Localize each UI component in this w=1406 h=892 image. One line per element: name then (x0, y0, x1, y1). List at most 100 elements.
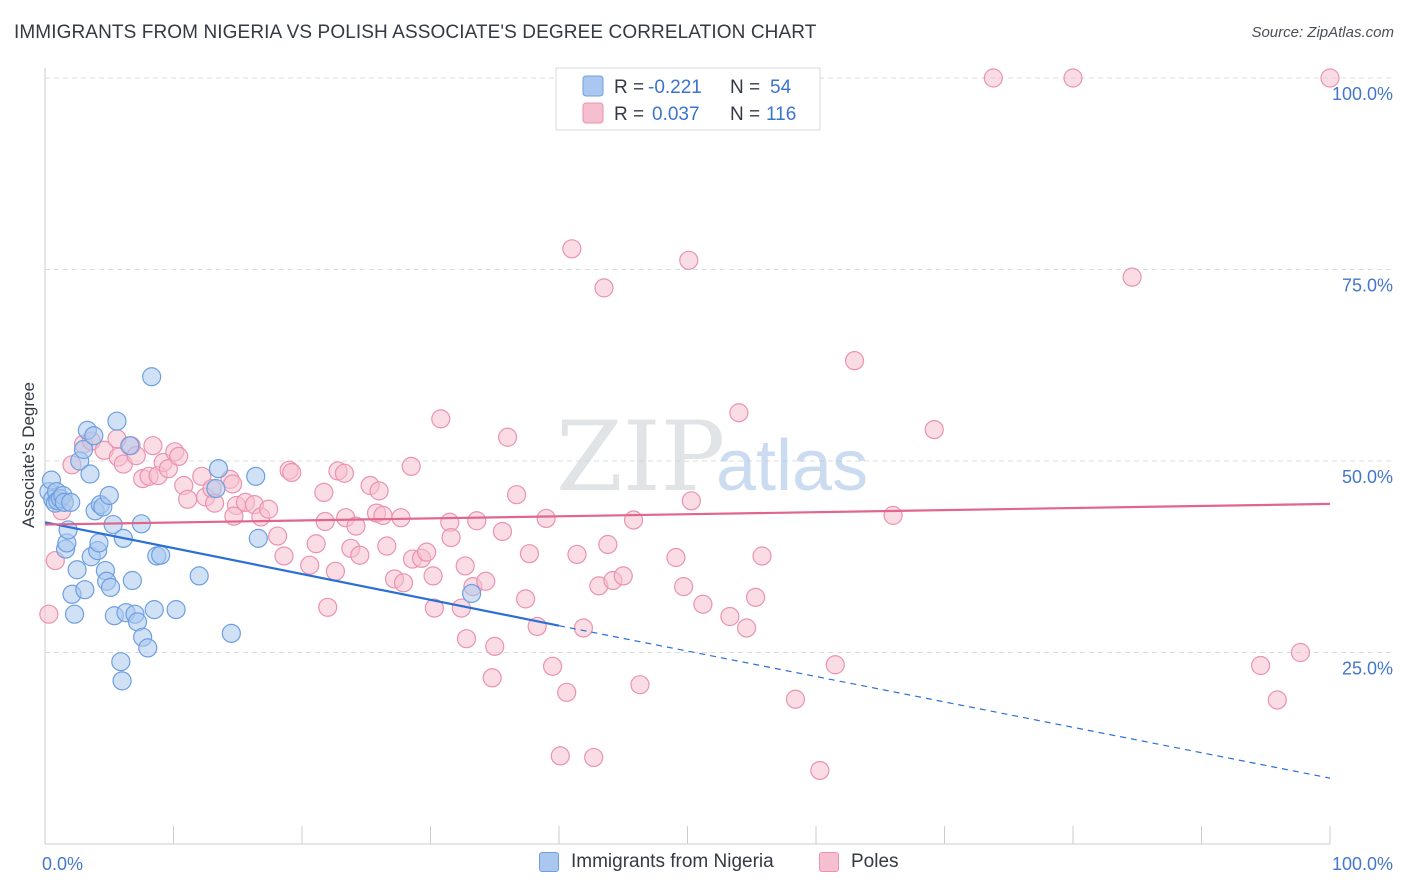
nigeria-point-46 (142, 367, 162, 387)
nigeria-point-40 (122, 570, 142, 591)
poles-point-111 (924, 419, 944, 440)
watermark-atlas: atlas (716, 426, 868, 506)
nigeria-point-31 (100, 577, 121, 597)
poles-point-94 (623, 510, 644, 530)
nigeria-point-50 (166, 600, 186, 620)
legend-swatch-nigeria (582, 75, 604, 97)
nigeria-point-15 (67, 560, 87, 580)
chart-title: IMMIGRANTS FROM NIGERIA VS POLISH ASSOCI… (14, 22, 817, 43)
poles-point-104 (746, 587, 766, 607)
poles-point-34 (267, 526, 288, 546)
poles-point-64 (431, 409, 451, 429)
nigeria-point-52 (206, 478, 226, 499)
poles-point-96 (666, 547, 686, 568)
poles-point-71 (467, 511, 487, 531)
legend-n-label-2: N = (730, 104, 760, 125)
poles-point-35 (274, 546, 294, 566)
x-tick-label-100: 100.0% (1332, 854, 1393, 874)
poles-point-57 (393, 573, 414, 593)
poles-point-76 (498, 427, 518, 447)
poles-point-91 (598, 534, 618, 555)
nigeria-points (39, 367, 482, 691)
nigeria-point-36 (112, 671, 132, 691)
poles-point-88 (584, 747, 604, 768)
poles-point-106 (785, 689, 806, 709)
poles-point-52 (369, 481, 389, 501)
legend-n-value-1: 54 (770, 77, 792, 98)
legend-label-nigeria: Immigrants from Nigeria (571, 851, 774, 872)
poles-point-116 (1267, 690, 1287, 710)
poles-point-78 (515, 589, 536, 609)
poles-point-61 (417, 542, 437, 562)
legend-n-label-1: N = (730, 77, 760, 98)
y-tick-label-100: 100.0% (1332, 84, 1393, 104)
nigeria-point-25 (89, 533, 109, 553)
poles-point-40 (314, 482, 334, 503)
poles-point-86 (567, 544, 587, 565)
poles-point-49 (350, 545, 370, 565)
poles-point-42 (318, 597, 338, 617)
poles-point-93 (613, 566, 633, 586)
nigeria-point-57 (462, 583, 482, 604)
nigeria-point-54 (221, 623, 241, 643)
nigeria-point-30 (99, 485, 119, 506)
legend-item-nigeria: Immigrants from Nigeria (539, 851, 774, 873)
poles-point-118 (1320, 68, 1340, 88)
legend-r-label-1: R = (614, 77, 644, 98)
legend-label-poles: Poles (851, 851, 899, 872)
poles-point-45 (334, 463, 355, 483)
legend-swatch-poles (582, 102, 604, 124)
poles-point-110 (883, 505, 903, 525)
poles-point-79 (519, 544, 540, 564)
poles-point-43 (325, 561, 346, 581)
poles-point-114 (1122, 267, 1142, 287)
nigeria-point-45 (138, 638, 158, 658)
source-label: Source: ZipAtlas.com (1251, 24, 1394, 41)
poles-point-54 (377, 536, 397, 556)
poles-point-27 (223, 474, 243, 494)
poles-point-69 (456, 629, 477, 649)
poles-point-72 (476, 571, 496, 591)
nigeria-point-14 (64, 604, 85, 624)
legend-top: R = -0.221 N = 54 R = 0.037 N = 116 (555, 67, 821, 131)
poles-point-82 (542, 656, 563, 676)
poles-point-38 (300, 555, 320, 575)
poles-point-115 (1251, 655, 1271, 676)
poles-point-58 (401, 456, 421, 476)
poles-trend-line (44, 502, 1331, 526)
poles-point-74 (485, 636, 505, 656)
y-tick-label-75: 75.0% (1342, 276, 1393, 296)
poles-point-37 (282, 462, 302, 483)
nigeria-point-20 (80, 464, 100, 484)
legend-r-value-1: -0.221 (648, 77, 702, 98)
nigeria-point-49 (151, 545, 171, 565)
poles-point-21 (178, 489, 198, 509)
legend-n-value-2: 116 (766, 104, 796, 125)
poles-point-84 (557, 682, 577, 702)
poles-point-83 (550, 746, 570, 766)
poles-point-108 (825, 655, 845, 675)
poles-point-41 (315, 511, 335, 532)
nigeria-point-12 (61, 492, 81, 512)
y-axis-label: Associate's Degree (19, 382, 38, 528)
poles-point-68 (455, 556, 475, 576)
poles-point-99 (681, 491, 701, 511)
poles-point-14 (143, 436, 163, 456)
nigeria-point-17 (73, 439, 94, 460)
legend-r-label-2: R = (614, 104, 644, 125)
poles-point-101 (720, 606, 740, 627)
poles-point-62 (423, 566, 443, 586)
poles-point-22 (192, 466, 212, 486)
poles-point-85 (562, 239, 582, 259)
poles-point-90 (594, 278, 614, 298)
poles-point-81 (536, 508, 556, 529)
poles-point-100 (693, 594, 713, 614)
nigeria-trend-extension (558, 625, 1331, 779)
poles-point-0 (39, 604, 59, 624)
legend-swatch-poles-bottom (819, 852, 839, 872)
nigeria-point-39 (120, 436, 140, 456)
poles-point-33 (258, 499, 279, 519)
poles-point-113 (1063, 68, 1083, 88)
legend-item-poles: Poles (819, 851, 899, 873)
